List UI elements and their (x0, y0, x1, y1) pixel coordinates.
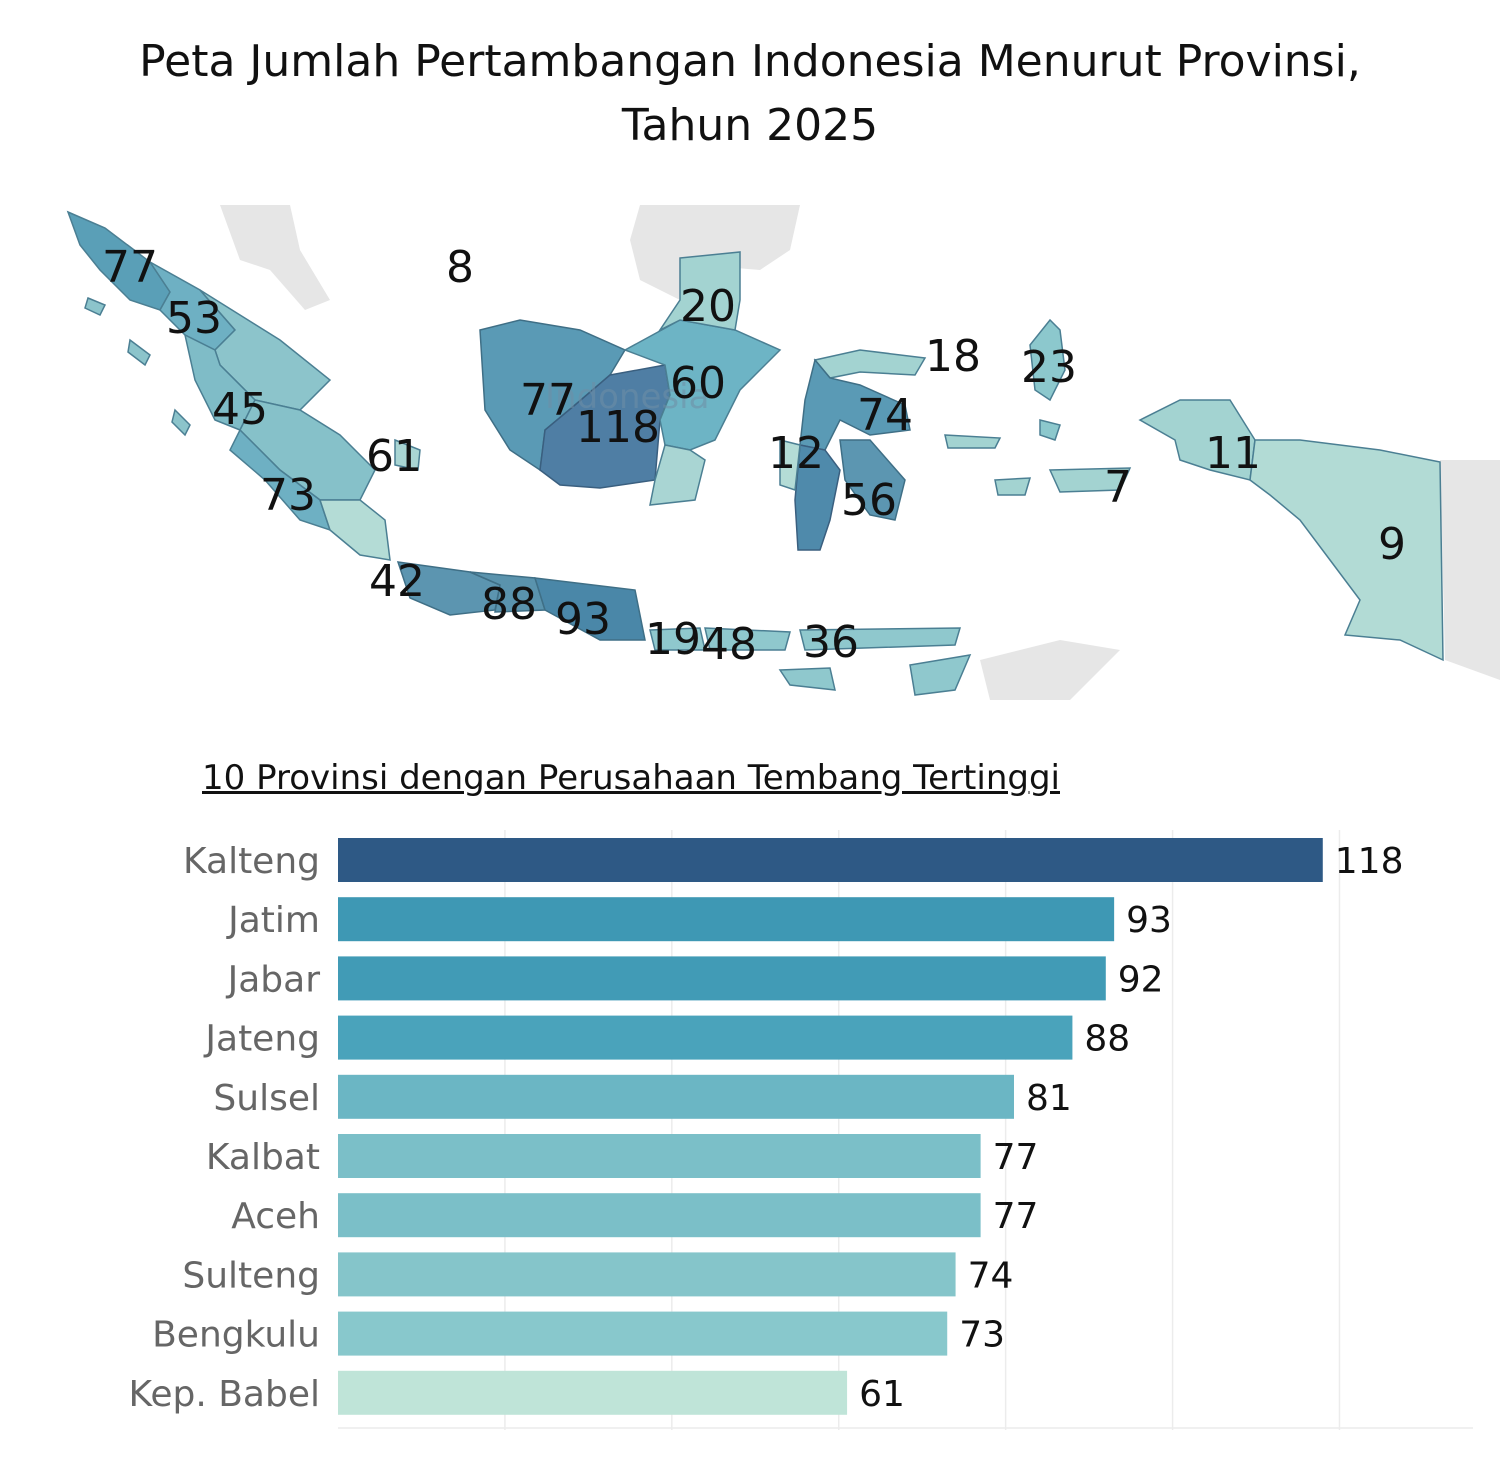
map-label-ntt: 36 (803, 617, 859, 668)
map-label-kalbar: 77 (520, 375, 576, 426)
province-jatim (533, 577, 646, 641)
bar-chart-marks: Kalteng 118 Jatim 93 Jabar 92 Jateng 88 Sulsel 81… (129, 838, 1404, 1415)
value-label-2: 92 (1118, 959, 1164, 1000)
province-kalsel (649, 444, 706, 506)
bar-chart: Kalteng 118 Jatim 93 Jabar 92 Jateng 88 Sulsel 81… (129, 830, 1473, 1430)
category-label-1: Jatim (226, 900, 320, 941)
map-label-papua-barat: 11 (1205, 428, 1261, 479)
map-watermark: Indonesia (545, 377, 709, 417)
map-label-kepri: 8 (446, 242, 474, 293)
category-label-6: Aceh (231, 1196, 320, 1237)
value-label-0: 118 (1335, 841, 1404, 882)
category-label-0: Kalteng (183, 841, 320, 882)
category-label-5: Kalbat (206, 1137, 320, 1178)
value-label-8: 73 (959, 1315, 1005, 1356)
value-label-5: 77 (993, 1137, 1039, 1178)
map-label-malut: 23 (1021, 342, 1077, 393)
category-label-8: Bengkulu (152, 1315, 320, 1356)
map-label-aceh: 77 (102, 242, 158, 293)
map-label-babel: 61 (366, 431, 422, 482)
map-label-sulut: 18 (925, 331, 981, 382)
province-sulsel (794, 444, 841, 551)
value-label-4: 81 (1026, 1078, 1072, 1119)
province-sultra (839, 439, 906, 521)
bar-8 (338, 1311, 948, 1356)
island-nias-mentawai (84, 296, 191, 437)
category-label-4: Sulsel (213, 1078, 320, 1119)
map-label-sulbar: 12 (768, 428, 824, 479)
province-sulteng (799, 358, 911, 451)
map-label-maluku: 7 (1104, 462, 1132, 513)
bar-0 (338, 838, 1323, 882)
bar-6 (338, 1193, 981, 1238)
province-sulut-gorontalo (813, 349, 927, 379)
province-sulbar (779, 439, 801, 492)
indonesia-map: Indonesia 77 53 45 61 73 42 88 93 19 48 … (66, 205, 1500, 700)
bar-chart-title: 10 Provinsi dengan Perusahaan Tembang Te… (202, 758, 1060, 798)
province-bengkulu (229, 428, 332, 532)
bar-5 (338, 1134, 981, 1178)
province-lampung (318, 499, 391, 561)
province-jateng (469, 571, 547, 613)
bar-4 (338, 1074, 1014, 1119)
map-background-land (220, 205, 1500, 700)
bar-9 (338, 1370, 848, 1415)
province-bali-ntb-ntt (649, 627, 972, 696)
province-papua (1249, 439, 1444, 662)
province-kaltara (657, 251, 741, 332)
map-label-sumut: 53 (166, 293, 222, 344)
map-value-labels: 77 53 45 61 73 42 88 93 19 48 36 8 20 60… (102, 242, 1406, 670)
value-label-3: 88 (1084, 1019, 1130, 1060)
map-label-sumbar: 45 (212, 384, 268, 435)
value-label-6: 77 (993, 1196, 1039, 1237)
map-label-kaltara: 20 (680, 281, 736, 332)
map-label-ntb: 48 (701, 619, 757, 670)
chart-title: Peta Jumlah Pertambangan Indonesia Menur… (0, 30, 1500, 158)
value-label-7: 74 (968, 1255, 1014, 1296)
map-label-banten: 42 (369, 556, 425, 607)
category-label-9: Kep. Babel (129, 1374, 320, 1415)
map-label-jatim: 93 (555, 594, 611, 645)
category-label-7: Sulteng (182, 1255, 320, 1296)
category-label-2: Jabar (226, 959, 321, 1000)
province-malut (1029, 318, 1066, 441)
bar-1 (338, 897, 1115, 942)
category-label-3: Jateng (203, 1019, 320, 1060)
bar-7 (338, 1252, 956, 1297)
map-label-papua: 9 (1378, 519, 1406, 570)
bar-2 (338, 956, 1106, 1001)
map-label-jateng: 88 (481, 579, 537, 630)
province-babel (394, 438, 421, 471)
value-label-1: 93 (1126, 900, 1172, 941)
map-label-sulteng: 74 (857, 390, 913, 441)
map-label-bali: 19 (645, 614, 701, 665)
chart-title-line-1: Peta Jumlah Pertambangan Indonesia Menur… (139, 36, 1361, 87)
map-label-kalteng: 118 (576, 402, 660, 453)
value-label-9: 61 (859, 1374, 905, 1415)
province-maluku (944, 434, 1132, 496)
map-label-sultra: 56 (841, 475, 897, 526)
map-label-bengkulu: 73 (260, 470, 316, 521)
bar-3 (338, 1015, 1073, 1060)
map-label-kaltim: 60 (670, 358, 726, 409)
chart-title-line-2: Tahun 2025 (621, 100, 879, 151)
